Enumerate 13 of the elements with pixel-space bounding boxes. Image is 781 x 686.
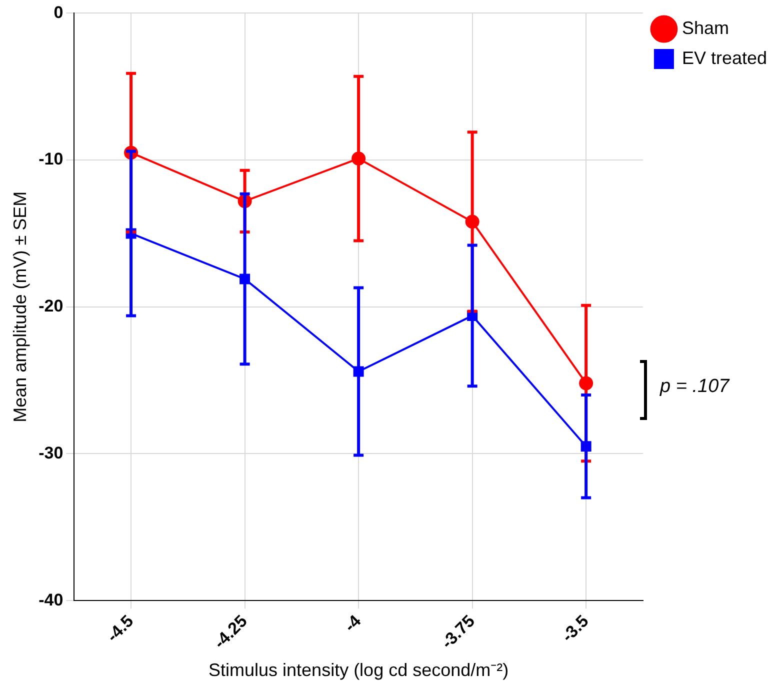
y-tick-label: -40 [38,590,64,610]
y-axis-title: Mean amplitude (mV) ± SEM [10,191,30,422]
y-tick-label: -10 [38,150,64,169]
legend-label: EV treated [682,48,768,68]
x-tick-label: -3.5 [558,611,592,646]
y-tick-label: 0 [54,2,64,22]
legend-label: Sham [682,18,729,38]
text: p = .107 [660,376,730,398]
x-tick-label: -4.5 [103,611,138,646]
x-axis-title: Stimulus intensity (log cd second/m⁻²) [208,660,509,680]
x-tick-label: -4 [340,611,366,636]
y-tick-label: -20 [38,296,64,316]
y-tick-label: -30 [38,443,64,462]
